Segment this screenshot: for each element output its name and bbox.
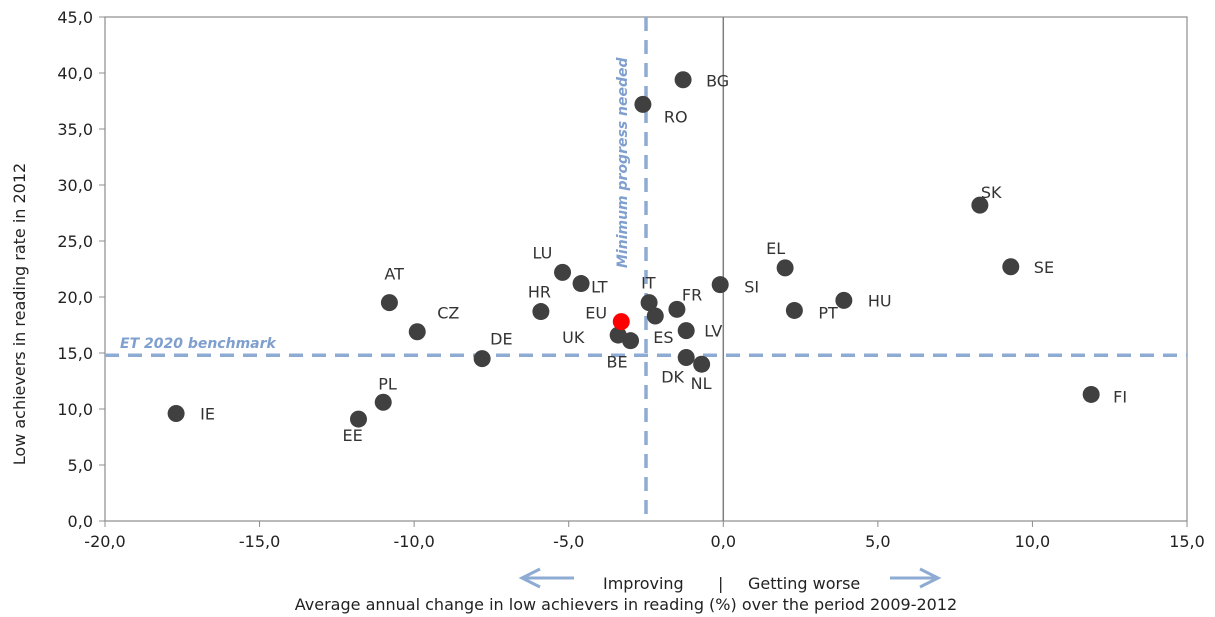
- point-label-it: IT: [641, 274, 656, 293]
- point-label-ee: EE: [342, 426, 362, 445]
- x-tick-label: -10,0: [393, 532, 434, 551]
- x-tick-label: -15,0: [239, 532, 280, 551]
- point-label-de: DE: [490, 330, 512, 349]
- point-labels: IE EE PL AT CZ DE HR LU LT UK BE IT ES RO FR BG LV DK NL SI…: [200, 72, 1127, 445]
- point-ie: [167, 404, 185, 422]
- point-se: [1002, 258, 1020, 276]
- point-be: [622, 332, 640, 350]
- point-label-at: AT: [384, 265, 404, 284]
- y-tick-label: 35,0: [57, 120, 93, 139]
- data-points: [167, 71, 1100, 428]
- x-tick-label: 0,0: [711, 532, 736, 551]
- y-tick-label: 45,0: [57, 8, 93, 27]
- point-label-uk: UK: [562, 328, 585, 347]
- point-label-bg: BG: [706, 72, 729, 91]
- y-axis-title: Low achievers in reading rate in 2012: [10, 163, 29, 465]
- x-axis-title: Average annual change in low achievers i…: [295, 595, 957, 614]
- point-label-si: SI: [744, 278, 759, 297]
- ref-v-label: Minimum progress needed: [615, 57, 631, 268]
- y-tick-label: 0,0: [68, 512, 93, 531]
- point-de: [473, 350, 491, 368]
- point-it: [640, 294, 658, 312]
- point-label-lu: LU: [533, 243, 553, 262]
- y-tick-label: 5,0: [68, 456, 93, 475]
- point-cz: [408, 323, 426, 341]
- y-tick-label: 40,0: [57, 64, 93, 83]
- point-lt: [572, 275, 590, 293]
- point-label-se: SE: [1034, 258, 1054, 277]
- point-label-sk: SK: [981, 183, 1002, 202]
- point-label-es: ES: [653, 328, 673, 347]
- point-ee: [349, 410, 367, 428]
- x-tick-label: 10,0: [1015, 532, 1051, 551]
- point-bg: [674, 71, 692, 89]
- reference-lines: [105, 17, 1187, 521]
- point-label-be: BE: [607, 353, 628, 372]
- x-tick-label: -5,0: [553, 532, 584, 551]
- point-lv: [677, 322, 695, 340]
- y-tick-label: 10,0: [57, 400, 93, 419]
- y-tick-label: 15,0: [57, 344, 93, 363]
- point-at: [380, 294, 398, 312]
- point-lu: [554, 263, 572, 281]
- y-tick-label: 20,0: [57, 288, 93, 307]
- point-label-fr: FR: [682, 285, 702, 304]
- x-tick-label: 15,0: [1169, 532, 1205, 551]
- point-el: [776, 259, 794, 277]
- arrow-left-icon: [518, 567, 574, 589]
- direction-left-label: Improving: [603, 574, 684, 593]
- point-es: [646, 307, 664, 325]
- point-sk: [971, 196, 989, 214]
- point-pl: [374, 393, 392, 411]
- point-label-lt: LT: [591, 278, 608, 297]
- point-label-pl: PL: [378, 374, 397, 393]
- point-label-dk: DK: [661, 367, 684, 386]
- point-label-fi: FI: [1113, 387, 1127, 406]
- point-label-eu: EU: [585, 304, 607, 323]
- point-label-cz: CZ: [437, 304, 459, 323]
- point-hr: [532, 303, 550, 321]
- point-eu: [612, 313, 630, 331]
- point-ro: [634, 95, 652, 113]
- point-si: [711, 276, 729, 294]
- point-label-hr: HR: [528, 283, 551, 302]
- x-axis-ticks: -20,0 -15,0 -10,0 -5,0 0,0 5,0 10,0 15,0: [84, 521, 1205, 551]
- point-label-ro: RO: [664, 107, 688, 126]
- point-label-nl: NL: [691, 374, 712, 393]
- point-label-pt: PT: [818, 303, 838, 322]
- y-axis-ticks: 0,0 5,0 10,0 15,0 20,0 25,0 30,0 35,0 40,0 45,0: [57, 8, 105, 531]
- point-label-hu: HU: [868, 291, 892, 310]
- ref-h-label: ET 2020 benchmark: [120, 336, 278, 352]
- point-fr: [668, 300, 686, 318]
- x-tick-label: 5,0: [865, 532, 890, 551]
- point-pt: [785, 301, 803, 319]
- x-tick-label: -20,0: [84, 532, 125, 551]
- point-label-el: EL: [766, 239, 785, 258]
- point-dk: [677, 348, 695, 366]
- point-hu: [835, 291, 853, 309]
- y-tick-label: 25,0: [57, 232, 93, 251]
- point-fi: [1082, 385, 1100, 403]
- direction-separator: |: [718, 574, 723, 593]
- arrow-right-icon: [890, 567, 942, 589]
- y-tick-label: 30,0: [57, 176, 93, 195]
- direction-legend: Improving | Getting worse: [518, 567, 942, 593]
- point-nl: [693, 355, 711, 373]
- point-label-ie: IE: [200, 404, 215, 423]
- point-label-lv: LV: [704, 322, 722, 341]
- direction-right-label: Getting worse: [748, 574, 860, 593]
